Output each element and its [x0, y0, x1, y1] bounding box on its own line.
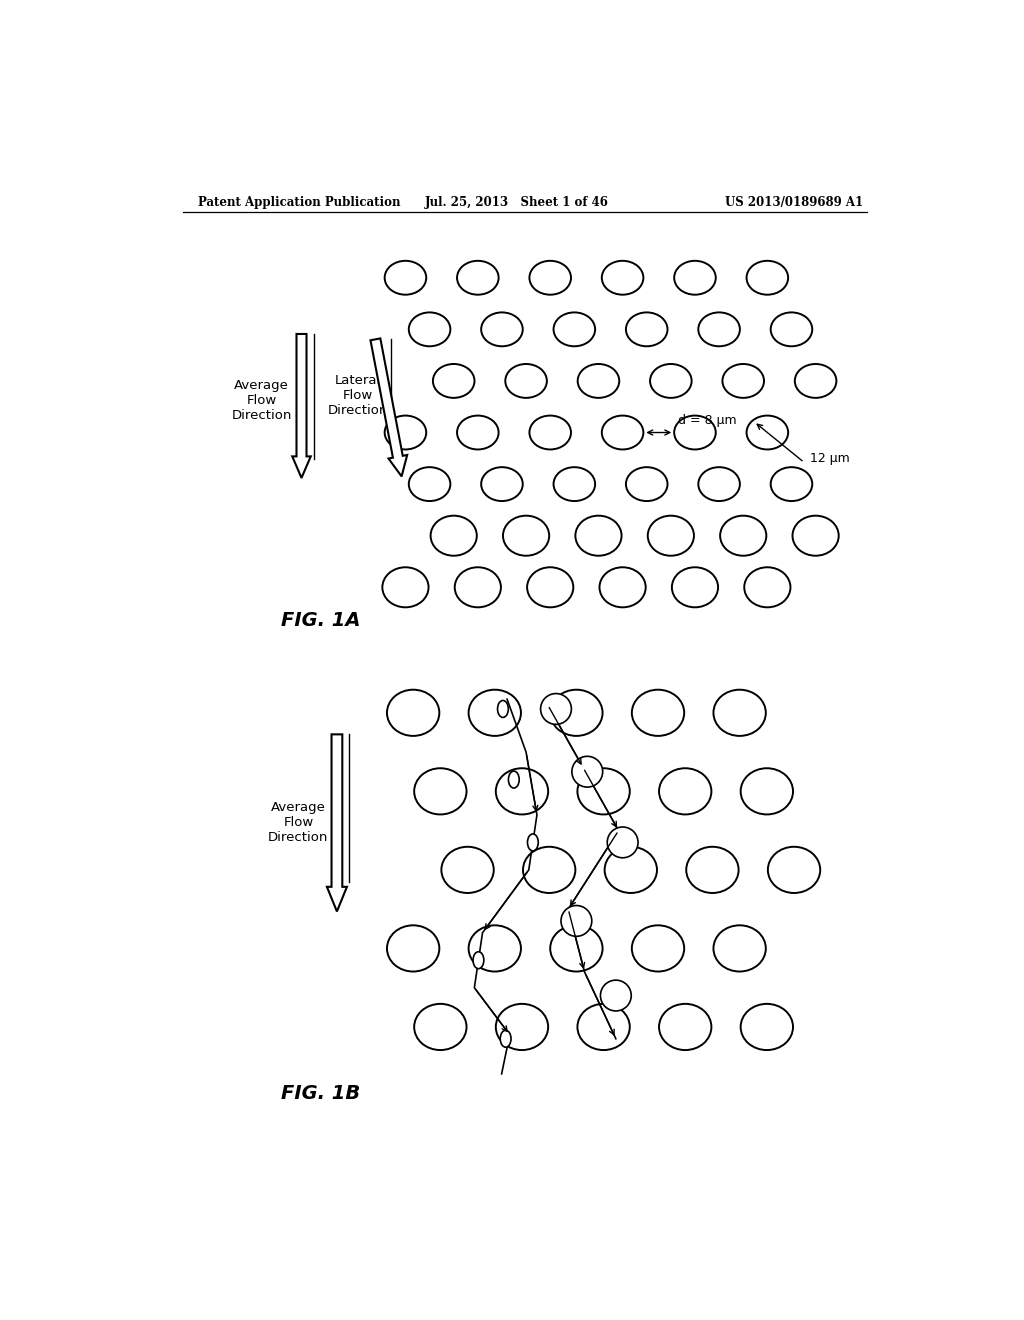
Ellipse shape [578, 768, 630, 814]
Ellipse shape [768, 847, 820, 894]
Ellipse shape [672, 568, 718, 607]
Ellipse shape [714, 925, 766, 972]
Ellipse shape [496, 768, 548, 814]
Ellipse shape [473, 952, 483, 969]
Ellipse shape [385, 416, 426, 450]
Ellipse shape [441, 847, 494, 894]
Text: FIG. 1B: FIG. 1B [281, 1085, 360, 1104]
Ellipse shape [740, 768, 793, 814]
Ellipse shape [686, 847, 738, 894]
Ellipse shape [387, 925, 439, 972]
Ellipse shape [481, 313, 522, 346]
Ellipse shape [550, 925, 602, 972]
Circle shape [541, 693, 571, 725]
Ellipse shape [659, 768, 712, 814]
Ellipse shape [387, 689, 439, 737]
Ellipse shape [650, 364, 691, 397]
Text: FIG. 1A: FIG. 1A [281, 611, 360, 630]
Ellipse shape [455, 568, 501, 607]
Ellipse shape [457, 416, 499, 450]
Polygon shape [292, 334, 310, 478]
Ellipse shape [602, 416, 643, 450]
Ellipse shape [604, 847, 657, 894]
Ellipse shape [409, 467, 451, 502]
Polygon shape [371, 338, 408, 477]
Ellipse shape [575, 516, 622, 556]
Ellipse shape [698, 467, 740, 502]
Ellipse shape [414, 768, 467, 814]
Ellipse shape [509, 771, 519, 788]
Ellipse shape [554, 313, 595, 346]
Ellipse shape [554, 467, 595, 502]
Text: d = 8 μm: d = 8 μm [678, 413, 736, 426]
Ellipse shape [529, 416, 571, 450]
Ellipse shape [771, 313, 812, 346]
Text: Average
Flow
Direction: Average Flow Direction [268, 801, 329, 843]
Text: Jul. 25, 2013   Sheet 1 of 46: Jul. 25, 2013 Sheet 1 of 46 [425, 195, 609, 209]
Ellipse shape [720, 516, 766, 556]
Circle shape [607, 828, 638, 858]
Ellipse shape [496, 1003, 548, 1051]
Text: 12 μm: 12 μm [810, 453, 850, 465]
Ellipse shape [433, 364, 474, 397]
Ellipse shape [414, 1003, 467, 1051]
Ellipse shape [746, 261, 788, 294]
Polygon shape [327, 734, 347, 911]
Circle shape [561, 906, 592, 936]
Ellipse shape [648, 516, 694, 556]
Text: Average
Flow
Direction: Average Flow Direction [231, 379, 292, 422]
Ellipse shape [501, 1031, 511, 1047]
Ellipse shape [431, 516, 477, 556]
Ellipse shape [503, 516, 549, 556]
Ellipse shape [714, 689, 766, 737]
Ellipse shape [632, 689, 684, 737]
Ellipse shape [385, 261, 426, 294]
Ellipse shape [602, 261, 643, 294]
Ellipse shape [795, 364, 837, 397]
Ellipse shape [626, 467, 668, 502]
Ellipse shape [505, 364, 547, 397]
Ellipse shape [578, 364, 620, 397]
Ellipse shape [469, 925, 521, 972]
Ellipse shape [578, 1003, 630, 1051]
Ellipse shape [550, 689, 602, 737]
Ellipse shape [744, 568, 791, 607]
Ellipse shape [632, 925, 684, 972]
Ellipse shape [698, 313, 740, 346]
Ellipse shape [469, 689, 521, 737]
Ellipse shape [674, 416, 716, 450]
Text: US 2013/0189689 A1: US 2013/0189689 A1 [725, 195, 863, 209]
Ellipse shape [771, 467, 812, 502]
Ellipse shape [409, 313, 451, 346]
Ellipse shape [382, 568, 429, 607]
Text: Lateral
Flow
Direction: Lateral Flow Direction [328, 374, 388, 417]
Ellipse shape [740, 1003, 793, 1051]
Ellipse shape [599, 568, 646, 607]
Ellipse shape [626, 313, 668, 346]
Ellipse shape [674, 261, 716, 294]
Ellipse shape [527, 834, 539, 851]
Ellipse shape [527, 568, 573, 607]
Ellipse shape [523, 847, 575, 894]
Ellipse shape [498, 701, 508, 718]
Circle shape [571, 756, 603, 787]
Text: Patent Application Publication: Patent Application Publication [199, 195, 400, 209]
Ellipse shape [457, 261, 499, 294]
Ellipse shape [659, 1003, 712, 1051]
Ellipse shape [529, 261, 571, 294]
Circle shape [600, 981, 631, 1011]
Ellipse shape [746, 416, 788, 450]
Ellipse shape [793, 516, 839, 556]
Ellipse shape [481, 467, 522, 502]
Ellipse shape [723, 364, 764, 397]
